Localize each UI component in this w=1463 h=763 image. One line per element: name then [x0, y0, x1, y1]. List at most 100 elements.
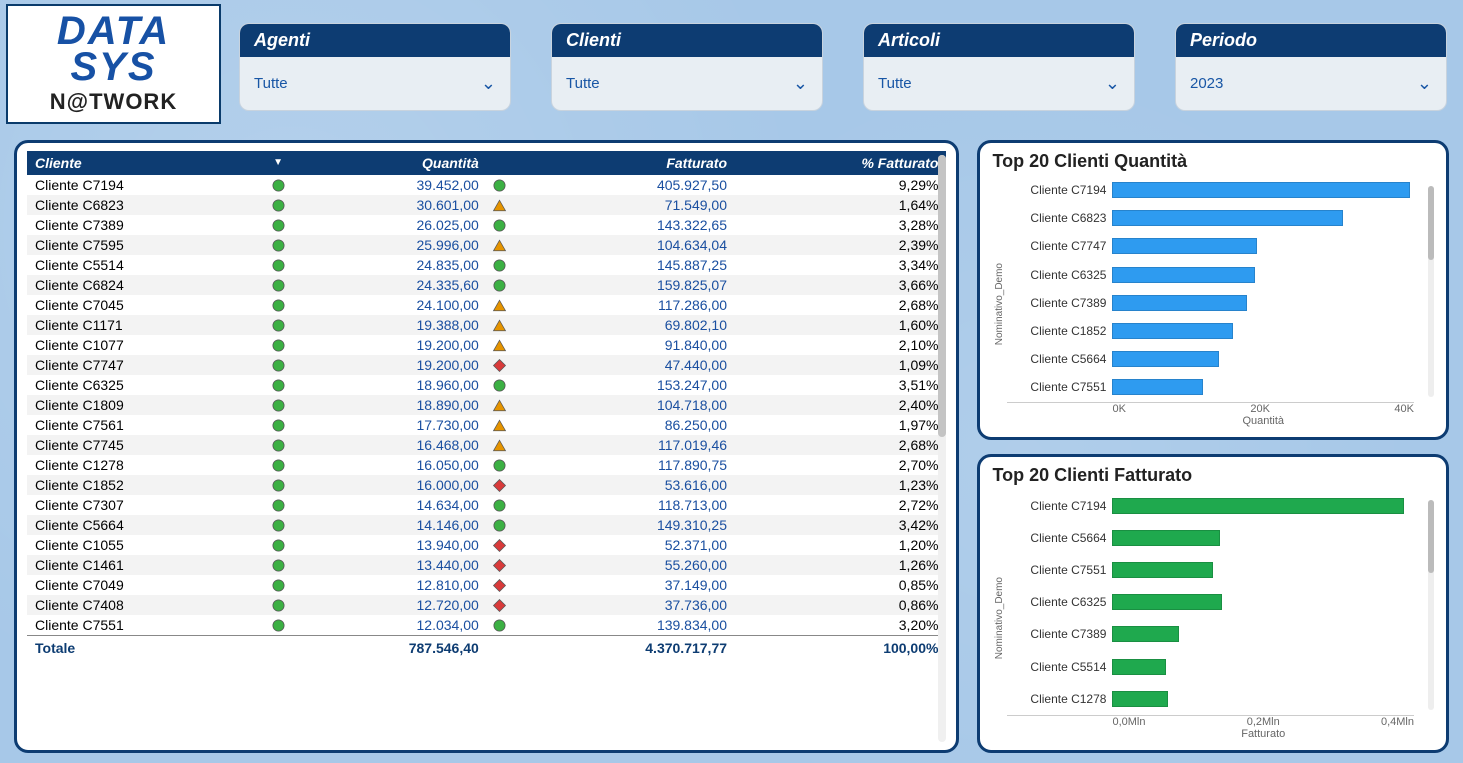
- bar-track: [1112, 626, 1414, 642]
- bar-label: Cliente C6823: [1007, 211, 1112, 225]
- chart-bar[interactable]: Cliente C7389: [1007, 623, 1414, 645]
- cell-pct: 1,64%: [735, 195, 946, 215]
- cell-fatturato: 117.890,75: [513, 455, 735, 475]
- table-row[interactable]: Cliente C6824 24.335,60 159.825,07 3,66%: [27, 275, 946, 295]
- table-row[interactable]: Cliente C6823 30.601,00 71.549,00 1,64%: [27, 195, 946, 215]
- totals-pct: 100,00%: [735, 636, 946, 661]
- quantita-indicator-icon: [265, 315, 291, 335]
- cell-fatturato: 139.834,00: [513, 615, 735, 636]
- table-row[interactable]: Cliente C7045 24.100,00 117.286,00 2,68%: [27, 295, 946, 315]
- table-row[interactable]: Cliente C7747 19.200,00 47.440,00 1,09%: [27, 355, 946, 375]
- bar-label: Cliente C7389: [1007, 627, 1112, 641]
- filter-dropdown[interactable]: Tutte ⌄: [240, 57, 510, 110]
- col-quantita[interactable]: Quantità: [291, 151, 487, 175]
- table-row[interactable]: Cliente C1077 19.200,00 91.840,00 2,10%: [27, 335, 946, 355]
- cell-fatturato: 71.549,00: [513, 195, 735, 215]
- chart-bar[interactable]: Cliente C6823: [1007, 207, 1414, 229]
- filter-header: Periodo: [1176, 24, 1446, 57]
- chevron-down-icon: ⌄: [793, 73, 808, 94]
- cell-pct: 1,26%: [735, 555, 946, 575]
- cell-cliente: Cliente C1055: [27, 535, 265, 555]
- table-row[interactable]: Cliente C7595 25.996,00 104.634,04 2,39%: [27, 235, 946, 255]
- table-scrollbar[interactable]: [938, 155, 946, 742]
- table-row[interactable]: Cliente C1171 19.388,00 69.802,10 1,60%: [27, 315, 946, 335]
- chart-fatturato-panel: Top 20 Clienti Fatturato Nominativo_Demo…: [977, 454, 1449, 754]
- fatturato-indicator-icon: [487, 255, 513, 275]
- chart-bar[interactable]: Cliente C7551: [1007, 376, 1414, 398]
- fatturato-indicator-icon: [487, 175, 513, 195]
- table-row[interactable]: Cliente C1278 16.050,00 117.890,75 2,70%: [27, 455, 946, 475]
- table-row[interactable]: Cliente C7408 12.720,00 37.736,00 0,86%: [27, 595, 946, 615]
- cell-cliente: Cliente C7745: [27, 435, 265, 455]
- col-spacer: [487, 151, 513, 175]
- chart-quantita-title: Top 20 Clienti Quantità: [992, 151, 1438, 172]
- chart-bar[interactable]: Cliente C5514: [1007, 656, 1414, 678]
- filter-value: Tutte: [254, 75, 288, 92]
- table-row[interactable]: Cliente C7551 12.034,00 139.834,00 3,20%: [27, 615, 946, 636]
- fatturato-indicator-icon: [487, 195, 513, 215]
- chart-bar[interactable]: Cliente C5664: [1007, 348, 1414, 370]
- cell-fatturato: 86.250,00: [513, 415, 735, 435]
- table-row[interactable]: Cliente C7561 17.730,00 86.250,00 1,97%: [27, 415, 946, 435]
- chart-bar[interactable]: Cliente C7551: [1007, 559, 1414, 581]
- fatturato-indicator-icon: [487, 535, 513, 555]
- bar-track: [1112, 323, 1414, 339]
- col-sort-indicator[interactable]: ▼: [265, 151, 291, 175]
- fatturato-indicator-icon: [487, 435, 513, 455]
- table-row[interactable]: Cliente C5664 14.146,00 149.310,25 3,42%: [27, 515, 946, 535]
- chart-quantita-panel: Top 20 Clienti Quantità Nominativo_Demo …: [977, 140, 1449, 440]
- chart-quantita-yaxis: Nominativo_Demo: [992, 263, 1007, 345]
- filter-dropdown[interactable]: Tutte ⌄: [864, 57, 1134, 110]
- quantita-indicator-icon: [265, 555, 291, 575]
- bar-track: [1112, 379, 1414, 395]
- chart-bar[interactable]: Cliente C7194: [1007, 179, 1414, 201]
- bar-track: [1112, 659, 1414, 675]
- table-row[interactable]: Cliente C5514 24.835,00 145.887,25 3,34%: [27, 255, 946, 275]
- chart-quantita-xaxis: Quantità: [1112, 415, 1414, 427]
- chart-bar[interactable]: Cliente C7389: [1007, 292, 1414, 314]
- cell-quantita: 19.200,00: [291, 355, 487, 375]
- table-row[interactable]: Cliente C1055 13.940,00 52.371,00 1,20%: [27, 535, 946, 555]
- cell-cliente: Cliente C6823: [27, 195, 265, 215]
- col-cliente[interactable]: Cliente: [27, 151, 265, 175]
- table-row[interactable]: Cliente C6325 18.960,00 153.247,00 3,51%: [27, 375, 946, 395]
- cell-quantita: 30.601,00: [291, 195, 487, 215]
- cell-cliente: Cliente C5664: [27, 515, 265, 535]
- col-pct-fatturato[interactable]: % Fatturato: [735, 151, 946, 175]
- fatturato-indicator-icon: [487, 235, 513, 255]
- quantita-indicator-icon: [265, 415, 291, 435]
- chart-bar[interactable]: Cliente C6325: [1007, 264, 1414, 286]
- chart-quantita-scrollbar[interactable]: [1428, 186, 1434, 397]
- table-row[interactable]: Cliente C1852 16.000,00 53.616,00 1,23%: [27, 475, 946, 495]
- bar-label: Cliente C7389: [1007, 296, 1112, 310]
- chart-bar[interactable]: Cliente C1852: [1007, 320, 1414, 342]
- chart-bar[interactable]: Cliente C7747: [1007, 235, 1414, 257]
- filter-dropdown[interactable]: Tutte ⌄: [552, 57, 822, 110]
- chart-bar[interactable]: Cliente C1278: [1007, 688, 1414, 710]
- chart-bar[interactable]: Cliente C7194: [1007, 495, 1414, 517]
- cell-fatturato: 145.887,25: [513, 255, 735, 275]
- table-row[interactable]: Cliente C1809 18.890,00 104.718,00 2,40%: [27, 395, 946, 415]
- fatturato-indicator-icon: [487, 495, 513, 515]
- table-row[interactable]: Cliente C7049 12.810,00 37.149,00 0,85%: [27, 575, 946, 595]
- table-row[interactable]: Cliente C7745 16.468,00 117.019,46 2,68%: [27, 435, 946, 455]
- table-row[interactable]: Cliente C1461 13.440,00 55.260,00 1,26%: [27, 555, 946, 575]
- cell-pct: 2,68%: [735, 295, 946, 315]
- table-row[interactable]: Cliente C7194 39.452,00 405.927,50 9,29%: [27, 175, 946, 195]
- chart-bar[interactable]: Cliente C6325: [1007, 591, 1414, 613]
- quantita-indicator-icon: [265, 575, 291, 595]
- logo-line2: SYS: [70, 49, 156, 85]
- cell-quantita: 14.634,00: [291, 495, 487, 515]
- col-fatturato[interactable]: Fatturato: [513, 151, 735, 175]
- table-row[interactable]: Cliente C7307 14.634,00 118.713,00 2,72%: [27, 495, 946, 515]
- table-row[interactable]: Cliente C7389 26.025,00 143.322,65 3,28%: [27, 215, 946, 235]
- chart-fatturato-scrollbar[interactable]: [1428, 500, 1434, 711]
- filter-dropdown[interactable]: 2023 ⌄: [1176, 57, 1446, 110]
- cell-pct: 1,97%: [735, 415, 946, 435]
- cell-fatturato: 47.440,00: [513, 355, 735, 375]
- chart-bar[interactable]: Cliente C5664: [1007, 527, 1414, 549]
- chart-fatturato-xaxis: Fatturato: [1112, 728, 1414, 740]
- cell-quantita: 13.440,00: [291, 555, 487, 575]
- bar-label: Cliente C7551: [1007, 563, 1112, 577]
- quantita-indicator-icon: [265, 235, 291, 255]
